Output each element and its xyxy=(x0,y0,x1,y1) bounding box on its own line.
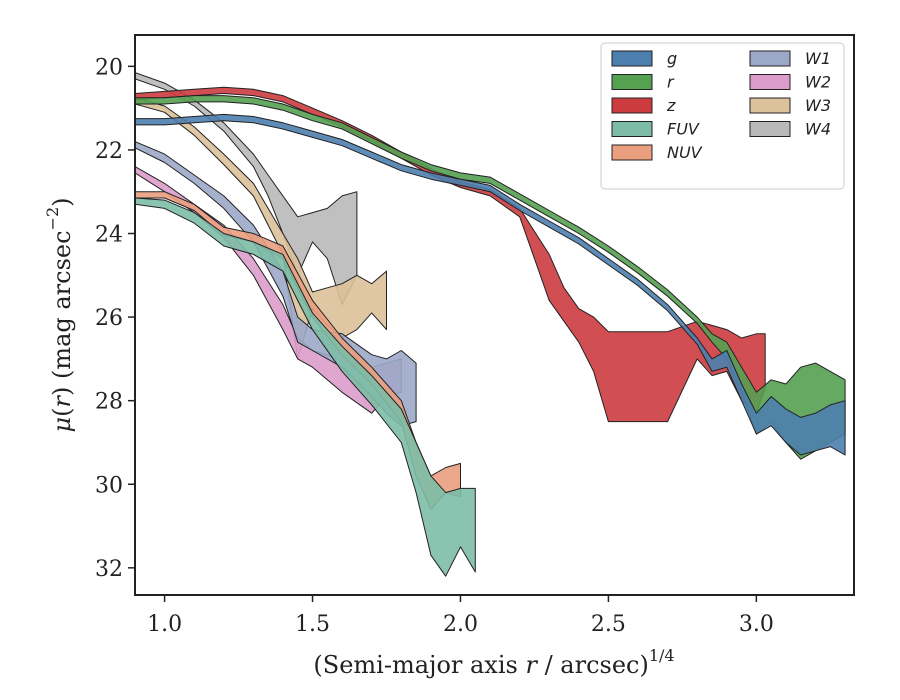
x-tick-label: 2.5 xyxy=(591,612,626,637)
legend-swatch-fuv xyxy=(611,121,653,137)
legend-swatch-g xyxy=(611,50,653,67)
legend-label-w1: W1 xyxy=(805,49,831,68)
legend-swatch-z xyxy=(611,97,653,114)
x-tick-label: 2.0 xyxy=(443,612,478,637)
legend-label-z: z xyxy=(666,96,676,115)
y-tick-label: 30 xyxy=(95,473,123,498)
y-tick-label: 24 xyxy=(95,223,123,248)
legend-label-w3: W3 xyxy=(805,96,831,115)
legend-label-g: g xyxy=(667,49,677,68)
legend-swatch-w2 xyxy=(749,74,791,90)
band-g xyxy=(135,113,846,456)
legend-swatch-r xyxy=(611,74,653,90)
band-fuv xyxy=(135,197,476,577)
legend-label-nuv: NUV xyxy=(667,143,703,162)
y-tick-label: 28 xyxy=(95,390,123,415)
x-tick-label: 1.0 xyxy=(147,612,182,637)
band-w3 xyxy=(135,97,387,360)
legend-swatch-w3 xyxy=(749,97,791,114)
legend-swatch-w4 xyxy=(749,121,791,137)
x-tick-label: 1.5 xyxy=(295,612,330,637)
legend-label-fuv: FUV xyxy=(667,120,700,139)
series-areas xyxy=(135,72,846,577)
legend-swatch-w1 xyxy=(749,50,791,67)
legend-label-w4: W4 xyxy=(805,120,831,139)
y-tick-label: 22 xyxy=(95,139,123,164)
y-axis-title: μ(r) (mag arcsec−2) xyxy=(43,197,76,432)
plot-frame xyxy=(134,34,855,596)
y-tick-label: 32 xyxy=(95,557,123,582)
legend-label-w2: W2 xyxy=(805,73,831,92)
x-axis-title: (Semi-major axis r / arcsec)1/4 xyxy=(313,646,674,679)
legend-label-r: r xyxy=(667,73,675,92)
x-axis: 1.0 1.5 2.0 2.5 3.0 xyxy=(147,595,774,637)
legend-swatch-nuv xyxy=(611,144,653,161)
y-axis: 20 22 24 26 28 30 32 xyxy=(95,55,135,582)
x-tick-label: 3.0 xyxy=(739,612,774,637)
legend: grz FUV NUV W1 W2 W3 W4 xyxy=(600,42,845,190)
y-tick-label: 26 xyxy=(95,306,123,331)
y-tick-label: 20 xyxy=(95,55,123,80)
